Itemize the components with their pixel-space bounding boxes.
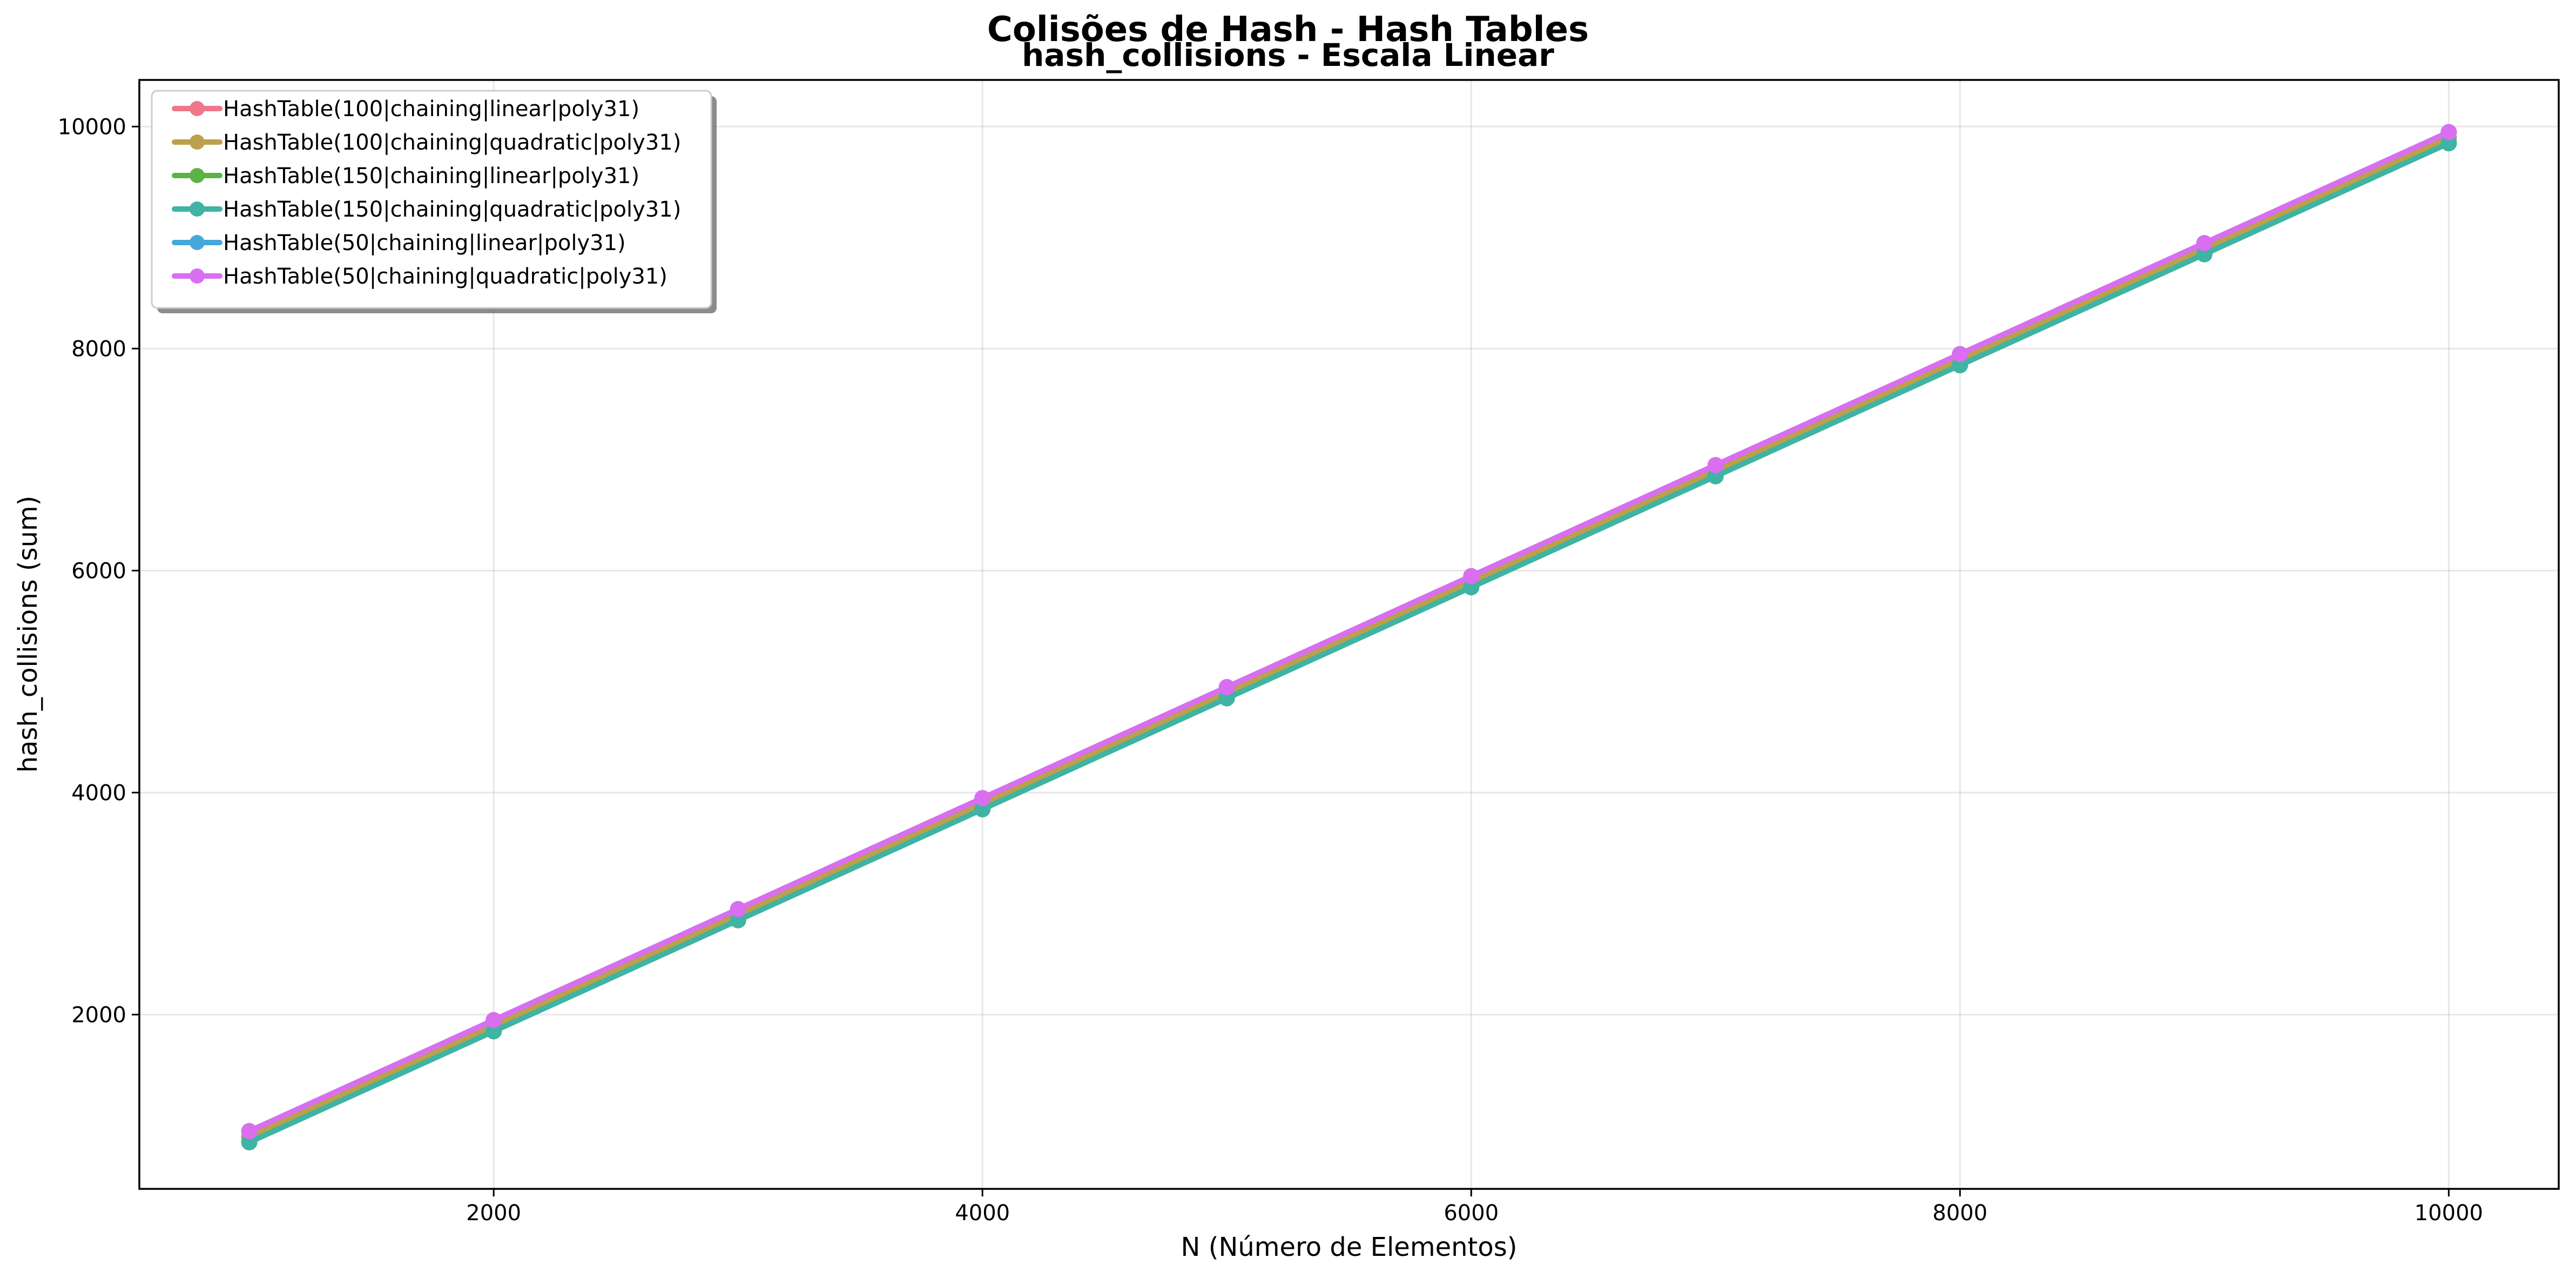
series-point [1707,457,1724,474]
legend: HashTable(100|chaining|linear|poly31) Has… [151,90,717,313]
legend-label: HashTable(150|chaining|linear|poly31) [223,164,639,189]
legend-swatch-marker [190,235,205,250]
series-point [1707,468,1724,485]
series-group [241,135,2457,1151]
grid [139,80,2559,1189]
axis-ticks: 2000 4000 6000 8000 10000 2000 4000 6000 8000 100… [58,115,2483,1226]
series-point [1218,690,1235,707]
series-point [485,1023,502,1040]
series-line [246,129,2452,1134]
x-tick-label: 2000 [466,1201,521,1226]
legend-frame [151,90,712,309]
series-point [2440,135,2457,152]
series-point [2196,235,2213,252]
series-point [730,912,746,929]
legend-swatch-marker [190,134,205,150]
series-point [730,901,746,918]
series-point [2196,246,2213,263]
series-point [974,790,991,806]
legend-swatch-marker [190,168,205,183]
legend-label: HashTable(150|chaining|quadratic|poly31) [223,197,681,222]
x-tick-label: 6000 [1444,1201,1499,1226]
axes-frame [138,79,2560,1190]
series-point [485,1012,502,1028]
legend-swatch-marker [190,101,205,116]
series-point [241,1134,258,1151]
x-tick-label: 8000 [1932,1201,1987,1226]
legend-entry: HashTable(100|chaining|quadratic|poly31) [172,130,681,155]
x-tick-label: 4000 [955,1201,1010,1226]
series-group [241,124,2457,1140]
plot-series [241,124,2457,1151]
y-tick-label: 10000 [58,115,126,139]
y-tick-label: 4000 [71,781,126,805]
series-point [241,1123,258,1140]
legend-entry: HashTable(150|chaining|linear|poly31) [172,164,639,189]
series-point [1463,579,1480,596]
y-tick-label: 2000 [71,1003,126,1027]
legend-label: HashTable(50|chaining|quadratic|poly31) [223,264,667,289]
legend-label: HashTable(100|chaining|linear|poly31) [223,97,639,122]
legend-swatch-marker [190,201,205,217]
legend-entry: HashTable(50|chaining|quadratic|poly31) [172,264,667,289]
series-point [2440,124,2457,140]
chart-title: hash_collisions - Escala Linear [1022,37,1554,73]
x-tick-label: 10000 [2415,1201,2483,1226]
legend-label: HashTable(100|chaining|quadratic|poly31) [223,130,681,155]
series-point [1463,568,1480,584]
legend-label: HashTable(50|chaining|linear|poly31) [223,231,626,255]
series-line [246,134,2452,1140]
series-point [1952,357,1968,374]
y-tick-label: 6000 [71,559,126,583]
series-point [1952,346,1968,362]
legend-entry: HashTable(100|chaining|linear|poly31) [172,97,639,122]
series-line [246,140,2452,1145]
y-axis-label: hash_collisions (sum) [13,495,43,772]
legend-swatch-marker [190,268,205,284]
legend-entry: HashTable(50|chaining|linear|poly31) [172,231,626,255]
legend-entry: HashTable(150|chaining|quadratic|poly31) [172,197,681,222]
series-point [974,801,991,818]
x-axis-label: N (Número de Elementos) [1181,1232,1518,1262]
series-point [1218,679,1235,696]
y-tick-label: 8000 [71,337,126,361]
chart-suptitle: Colisões de Hash - Hash Tables [987,10,1589,50]
